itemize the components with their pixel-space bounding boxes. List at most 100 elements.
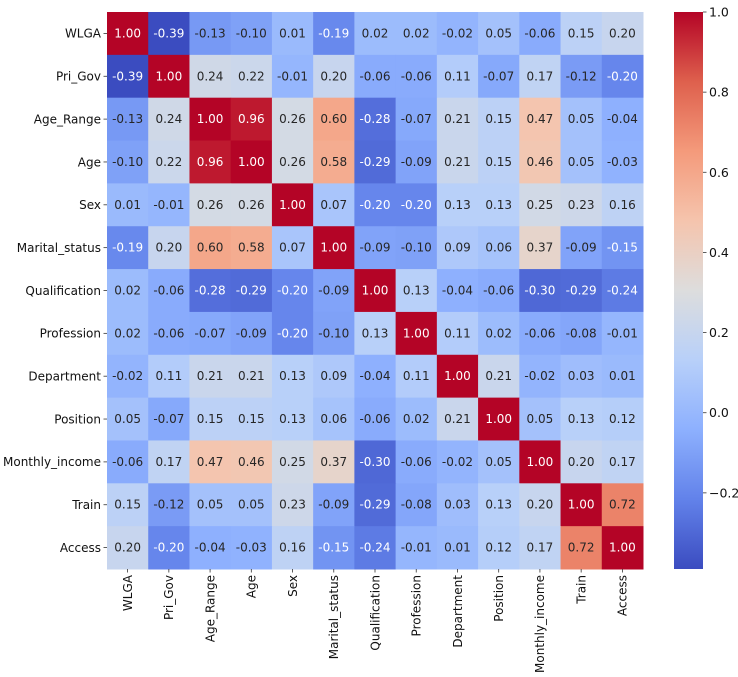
heatmap-cell — [107, 226, 149, 270]
heatmap-cell — [230, 354, 273, 399]
cell-value-label: 0.17 — [609, 455, 636, 469]
heatmap-cell — [560, 483, 603, 527]
y-tick-label: Department — [28, 369, 101, 383]
cell-value-label: 0.20 — [568, 455, 595, 469]
heatmap-cell — [107, 97, 149, 142]
heatmap-cell — [436, 183, 479, 227]
cell-value-label: 0.58 — [320, 155, 347, 169]
heatmap-cell — [271, 397, 314, 441]
heatmap-cell — [148, 354, 190, 399]
heatmap-cell — [560, 226, 603, 270]
cell-value-label: 0.13 — [568, 412, 595, 426]
heatmap-cell — [395, 483, 438, 527]
cell-value-label: -0.03 — [236, 541, 267, 555]
cell-value-label: 0.09 — [320, 369, 347, 383]
heatmap-cell — [519, 397, 562, 441]
cell-value-label: 1.00 — [527, 455, 554, 469]
cell-value-label: -0.06 — [153, 326, 184, 340]
cell-value-label: 1.00 — [238, 155, 265, 169]
cell-value-label: 0.26 — [238, 198, 265, 212]
cell-value-label: 0.60 — [320, 112, 347, 126]
heatmap-cell — [107, 397, 149, 441]
cell-value-label: -0.13 — [195, 26, 226, 40]
cell-value-label: 0.13 — [485, 198, 512, 212]
heatmap-cell — [354, 140, 397, 184]
heatmap-cell — [354, 269, 397, 313]
cell-value-label: 0.01 — [444, 541, 471, 555]
heatmap-cell — [354, 483, 397, 527]
cell-value-label: 0.23 — [568, 198, 595, 212]
heatmap-cell — [478, 526, 520, 570]
heatmap-cell — [560, 440, 603, 484]
cell-value-label: 0.17 — [527, 69, 554, 83]
heatmap-cell — [478, 12, 520, 56]
cell-value-label: 0.05 — [527, 412, 554, 426]
heatmap-cell — [313, 483, 355, 527]
heatmap-cell — [107, 140, 149, 184]
y-tick-label: WLGA — [65, 27, 102, 41]
heatmap-cell — [560, 269, 603, 313]
heatmap-cell — [436, 483, 479, 527]
x-tick-label: Monthly_income — [533, 575, 547, 673]
heatmap-cell — [148, 226, 190, 270]
heatmap-cell — [189, 140, 232, 184]
cell-value-label: -0.29 — [566, 284, 597, 298]
cell-value-label: -0.06 — [112, 455, 143, 469]
cell-value-label: -0.04 — [359, 369, 390, 383]
cell-value-label: 0.24 — [155, 112, 182, 126]
cell-value-label: 0.21 — [444, 112, 471, 126]
x-axis-tick-labels: WLGA Pri_Gov Age_Range Age Sex Marital_status… — [121, 569, 630, 673]
heatmap-cell — [230, 183, 273, 227]
heatmap-cell — [189, 12, 232, 56]
heatmap-cell — [189, 526, 232, 570]
heatmap-cell — [519, 269, 562, 313]
cell-value-label: 0.12 — [609, 412, 636, 426]
heatmap-cell — [395, 97, 438, 142]
heatmap-cell — [354, 526, 397, 570]
cell-value-label: 0.58 — [238, 241, 265, 255]
heatmap-cell — [560, 97, 603, 142]
heatmap-cell — [354, 183, 397, 227]
cell-value-label: 0.22 — [155, 155, 182, 169]
cell-value-label: -0.06 — [359, 412, 390, 426]
cell-value-label: -0.28 — [359, 112, 390, 126]
heatmap-cell — [271, 183, 314, 227]
heatmap-cell — [478, 483, 520, 527]
heatmap-cell — [313, 526, 355, 570]
cell-value-label: 0.05 — [568, 155, 595, 169]
heatmap-cell — [601, 183, 644, 227]
cell-value-label: 0.13 — [279, 369, 306, 383]
heatmap-cell — [601, 97, 644, 142]
heatmap-cell — [519, 54, 562, 99]
cell-value-label: 0.21 — [444, 155, 471, 169]
colorbar-tick-label: 1.0 — [709, 5, 729, 20]
heatmap-cell — [148, 397, 190, 441]
heatmap-cell — [271, 226, 314, 270]
cell-value-label: -0.08 — [566, 326, 597, 340]
cell-value-label: 0.16 — [279, 541, 306, 555]
heatmap-cell — [436, 140, 479, 184]
cell-value-label: -0.04 — [607, 112, 638, 126]
heatmap-cell — [478, 226, 520, 270]
cell-value-label: -0.04 — [195, 541, 226, 555]
heatmap-cell — [436, 226, 479, 270]
colorbar-tick-label: 0.4 — [709, 245, 729, 260]
cell-value-label: -0.09 — [318, 284, 349, 298]
heatmap-cell — [189, 97, 232, 142]
heatmap-cell — [395, 311, 438, 356]
cell-value-label: -0.09 — [236, 326, 267, 340]
cell-value-label: 0.05 — [114, 412, 141, 426]
cell-value-label: -0.09 — [566, 241, 597, 255]
cell-value-label: 0.11 — [444, 69, 471, 83]
heatmap-cell — [271, 311, 314, 356]
heatmap-cell — [601, 12, 644, 56]
heatmap-cell — [601, 397, 644, 441]
heatmap-cell — [478, 397, 520, 441]
colorbar-tick-label: 0.6 — [709, 165, 729, 180]
cell-value-label: -0.20 — [359, 198, 390, 212]
cell-value-label: -0.29 — [236, 284, 267, 298]
cell-value-label: -0.06 — [401, 455, 432, 469]
cell-value-label: 0.20 — [155, 241, 182, 255]
heatmap-cell — [478, 54, 520, 99]
heatmap-cell — [519, 12, 562, 56]
